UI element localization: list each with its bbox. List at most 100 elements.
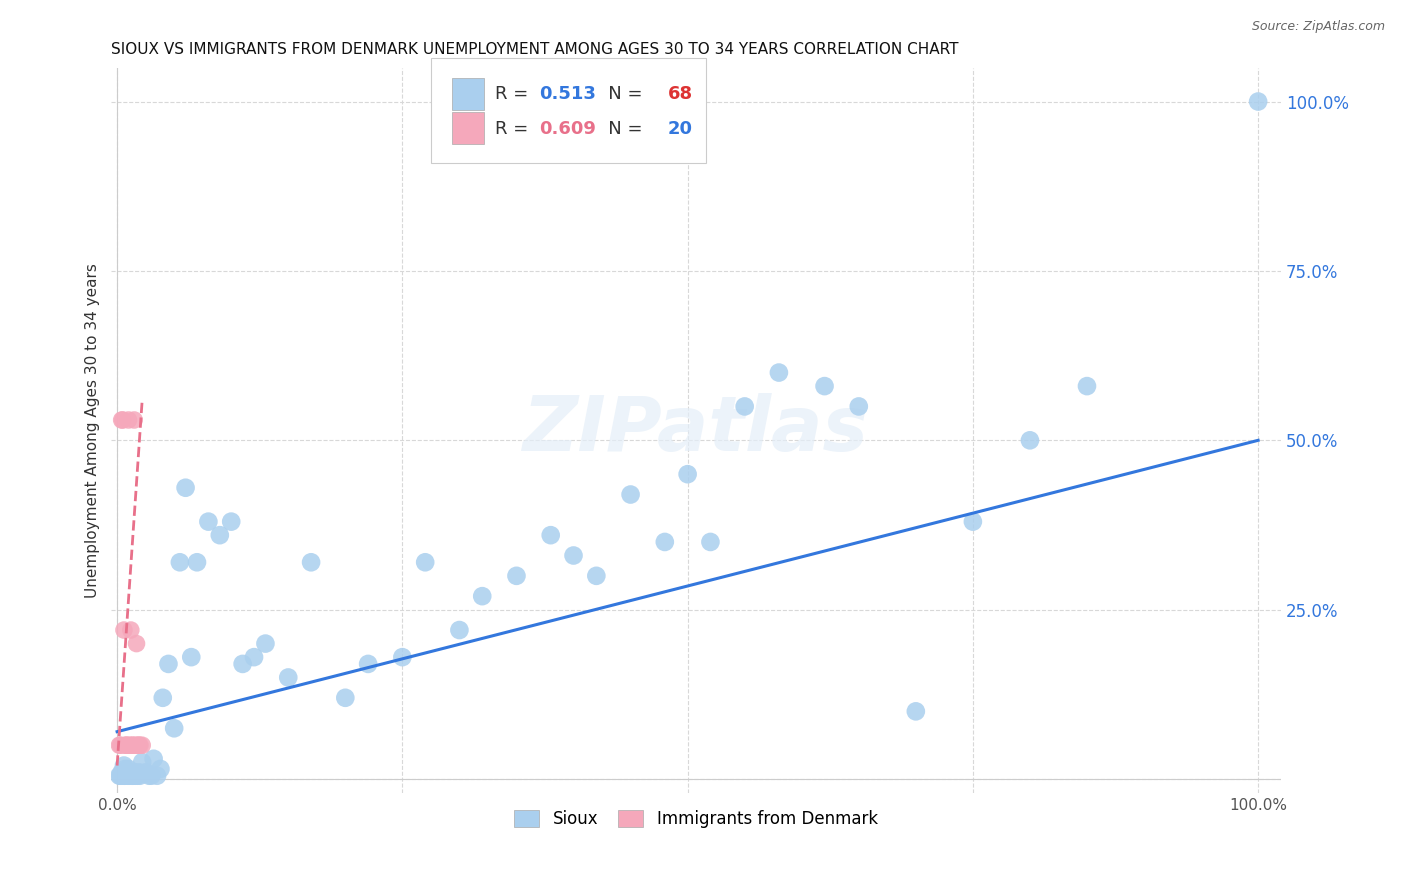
Point (111, 413, 134, 427)
Point (121, 769, 143, 783)
Point (117, 413, 139, 427)
Point (357, 657, 380, 671)
Point (131, 755, 153, 769)
Point (813, 379, 835, 393)
Point (127, 769, 149, 783)
Point (111, 769, 134, 783)
Point (180, 650, 202, 665)
Point (152, 690, 174, 705)
Point (124, 769, 146, 783)
Text: N =: N = (591, 86, 648, 103)
Point (117, 738, 139, 752)
Point (108, 738, 131, 752)
Legend: Sioux, Immigrants from Denmark: Sioux, Immigrants from Denmark (508, 804, 884, 835)
Point (108, 769, 131, 783)
Point (254, 637, 277, 651)
Point (111, 413, 134, 427)
Point (904, 704, 927, 718)
Point (299, 555, 322, 569)
Point (114, 769, 136, 783)
Text: SIOUX VS IMMIGRANTS FROM DENMARK UNEMPLOYMENT AMONG AGES 30 TO 34 YEARS CORRELAT: SIOUX VS IMMIGRANTS FROM DENMARK UNEMPLO… (111, 42, 959, 57)
Point (1019, 434, 1042, 448)
Text: N =: N = (591, 120, 648, 137)
Point (122, 769, 145, 783)
Text: 68: 68 (668, 86, 693, 103)
Point (848, 400, 870, 414)
Point (163, 721, 186, 735)
Point (186, 555, 208, 569)
Point (505, 569, 527, 583)
Point (122, 413, 145, 427)
Point (169, 555, 191, 569)
Point (128, 738, 150, 752)
Point (120, 765, 142, 780)
Point (676, 467, 699, 482)
Point (471, 589, 494, 603)
Point (619, 487, 641, 501)
Point (197, 515, 219, 529)
Point (654, 535, 676, 549)
Point (540, 528, 562, 542)
Point (962, 515, 984, 529)
Point (120, 623, 142, 637)
Point (174, 481, 197, 495)
Point (208, 528, 231, 542)
Point (125, 637, 148, 651)
Y-axis label: Unemployment Among Ages 30 to 34 years: Unemployment Among Ages 30 to 34 years (86, 263, 100, 598)
Point (111, 765, 134, 780)
Point (585, 569, 607, 583)
Point (335, 690, 357, 705)
Point (142, 752, 165, 766)
Point (232, 657, 254, 671)
Point (1076, 379, 1098, 393)
Point (138, 769, 160, 783)
Point (129, 769, 152, 783)
Point (111, 765, 134, 780)
Point (115, 738, 138, 752)
Point (122, 738, 145, 752)
Point (110, 738, 132, 752)
Point (112, 623, 135, 637)
Point (135, 765, 157, 780)
Point (131, 738, 153, 752)
Point (110, 769, 132, 783)
Point (146, 769, 169, 783)
Point (122, 765, 145, 780)
Text: ZIPatlas: ZIPatlas (523, 393, 869, 467)
Point (141, 769, 163, 783)
Point (149, 762, 172, 776)
Point (562, 549, 585, 563)
Point (117, 762, 139, 776)
Point (118, 738, 141, 752)
Point (121, 738, 143, 752)
Text: Source: ZipAtlas.com: Source: ZipAtlas.com (1251, 20, 1385, 33)
Point (219, 515, 242, 529)
Point (115, 765, 138, 780)
Text: 0.609: 0.609 (540, 120, 596, 137)
Point (391, 650, 413, 665)
Point (111, 769, 134, 783)
FancyBboxPatch shape (451, 78, 485, 111)
Text: R =: R = (495, 86, 534, 103)
Point (157, 657, 180, 671)
Point (114, 738, 136, 752)
Point (118, 769, 141, 783)
Point (243, 650, 266, 665)
Point (413, 555, 436, 569)
Point (117, 769, 139, 783)
Point (112, 758, 135, 772)
FancyBboxPatch shape (451, 112, 485, 145)
Point (124, 738, 146, 752)
Point (449, 623, 471, 637)
Point (117, 769, 139, 783)
Point (734, 400, 756, 414)
Point (277, 670, 299, 684)
Point (699, 535, 721, 549)
Point (768, 366, 790, 380)
Point (112, 769, 135, 783)
Point (114, 762, 136, 776)
Point (129, 738, 152, 752)
Text: R =: R = (495, 120, 534, 137)
Point (128, 765, 150, 780)
FancyBboxPatch shape (430, 58, 706, 163)
